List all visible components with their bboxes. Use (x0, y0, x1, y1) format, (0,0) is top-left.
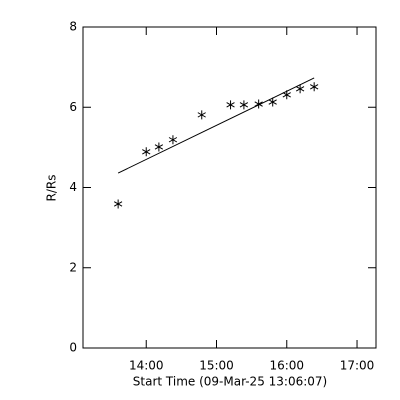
star-marker (226, 100, 235, 110)
y-axis-label: R/Rs (45, 175, 59, 202)
y-tick-label: 8 (69, 20, 77, 34)
star-marker (239, 100, 249, 110)
y-tick-label: 2 (69, 260, 77, 274)
star-marker (268, 97, 277, 107)
star-marker (197, 110, 206, 120)
star-marker (310, 82, 319, 92)
star-marker (142, 147, 151, 157)
x-axis-label: Start Time (09-Mar-25 13:06:07) (133, 375, 327, 389)
x-tick-label: 16:00 (269, 359, 304, 373)
fit-line (117, 77, 315, 174)
x-tick-label: 14:00 (129, 359, 164, 373)
star-marker (168, 135, 178, 145)
star-marker (113, 199, 123, 209)
star-marker (154, 142, 164, 152)
x-tick-label: 15:00 (199, 359, 234, 373)
star-marker (254, 99, 263, 109)
y-tick-label: 6 (69, 100, 77, 114)
y-tick-label: 0 (69, 341, 77, 355)
x-tick-label: 17:00 (340, 359, 375, 373)
y-tick-label: 4 (69, 180, 77, 194)
star-marker (282, 90, 291, 100)
star-marker (295, 84, 305, 94)
